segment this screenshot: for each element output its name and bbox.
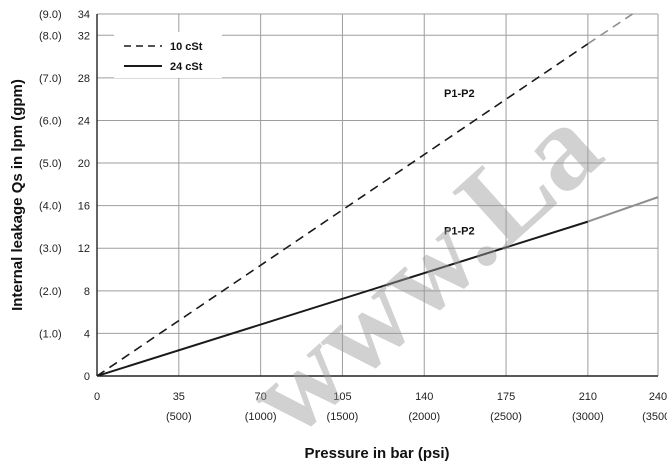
x-tick-label-4: 140: [415, 391, 433, 403]
y-tick-alt-label-5: (5.0): [39, 158, 62, 170]
y-tick-label-3: 12: [78, 243, 90, 255]
legend-background: [114, 32, 222, 78]
y-axis-title: Internal leakage Qs in lpm (gpm): [9, 79, 26, 311]
x-tick-sub-label-2: (1000): [245, 411, 277, 423]
legend-label-24cst: 24 cSt: [170, 61, 203, 73]
x-tick-sub-label-4: (2000): [408, 411, 440, 423]
x-tick-sub-label-1: (500): [166, 411, 192, 423]
x-tick-label-3: 105: [333, 391, 351, 403]
legend-label-10cst: 10 cSt: [170, 41, 203, 53]
x-tick-sub-label-3: (1500): [327, 411, 359, 423]
y-tick-alt-label-7: (7.0): [39, 73, 62, 85]
y-tick-alt-label-1: (1.0): [39, 328, 62, 340]
y-tick-label-9: 34: [78, 9, 90, 21]
y-tick-label-7: 28: [78, 73, 90, 85]
y-axis-tick-labels: 0 4 (1.0) 8 (2.0) 12 (3.0) 16 (4.0) 20 (5.0) 24 (6.0…: [39, 9, 90, 383]
y-tick-alt-label-4: (4.0): [39, 201, 62, 213]
y-tick-alt-label-3: (3.0): [39, 243, 62, 255]
series-extrapolation-1: [587, 196, 658, 223]
x-tick-label-7: 240: [649, 391, 667, 403]
y-tick-alt-label-6: (6.0): [39, 115, 62, 127]
y-tick-label-2: 8: [84, 286, 90, 298]
series-lines: [97, 14, 658, 376]
y-tick-label-6: 24: [78, 115, 90, 127]
y-tick-alt-label-9: (9.0): [39, 9, 62, 21]
x-axis-tick-labels: 0 35 (500) 70 (1000) 105 (1500) 140 (2000) 175 (25…: [94, 391, 667, 423]
y-tick-label-5: 20: [78, 158, 90, 170]
x-tick-label-1: 35: [173, 391, 185, 403]
x-tick-label-5: 175: [497, 391, 515, 403]
legend: 10 cSt 24 cSt: [114, 32, 222, 78]
y-tick-label-8: 32: [78, 30, 90, 42]
x-tick-label-0: 0: [94, 391, 100, 403]
series-line-0: [97, 43, 589, 376]
y-tick-label-4: 16: [78, 201, 90, 213]
y-tick-label-0: 0: [84, 371, 90, 383]
x-tick-label-2: 70: [255, 391, 267, 403]
y-tick-alt-label-2: (2.0): [39, 286, 62, 298]
x-axis-title: Pressure in bar (psi): [304, 445, 449, 462]
x-tick-label-6: 210: [579, 391, 597, 403]
annotations: P1-P2 P1-P2: [444, 88, 475, 237]
x-tick-sub-label-6: (3000): [572, 411, 604, 423]
annotation-label-0: P1-P2: [444, 88, 475, 100]
annotation-label-1: P1-P2: [444, 225, 475, 237]
series-line-1: [97, 220, 589, 376]
y-tick-label-1: 4: [84, 328, 90, 340]
y-tick-alt-label-8: (8.0): [39, 30, 62, 42]
x-tick-sub-label-7: (3500): [642, 411, 667, 423]
x-tick-sub-label-5: (2500): [490, 411, 522, 423]
